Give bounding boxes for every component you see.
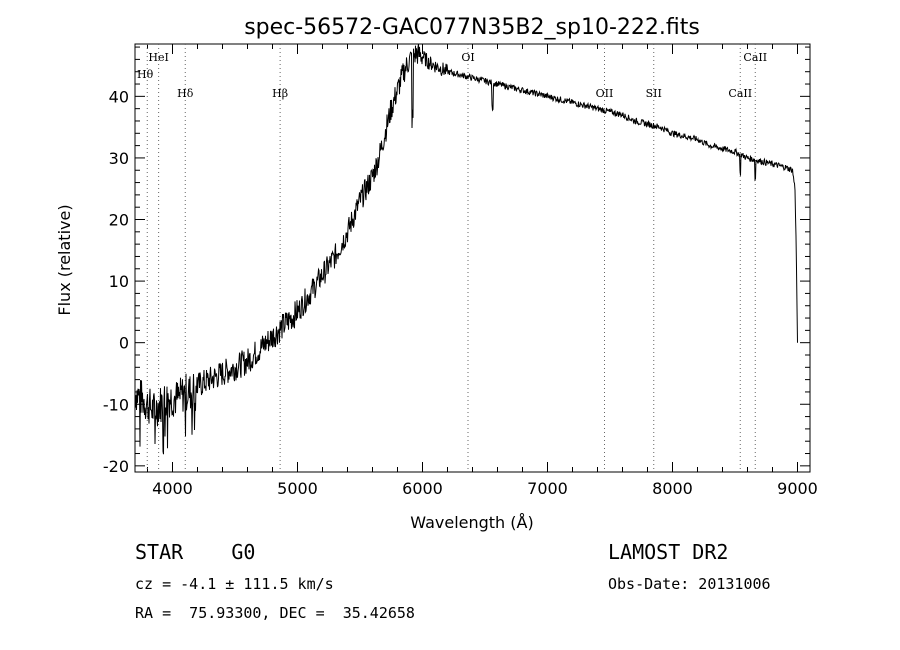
spectral-line-label: Hβ (272, 87, 288, 100)
x-tick-label: 4000 (152, 479, 193, 498)
x-tick-label: 7000 (527, 479, 568, 498)
spectral-line-label: HeI (148, 51, 168, 64)
obs-date: Obs-Date: 20131006 (608, 575, 771, 593)
plot-frame (134, 43, 811, 473)
spectral-line-label: OI (461, 51, 474, 64)
survey-name: LAMOST DR2 (608, 540, 729, 564)
spectral-line-label: Hθ (137, 68, 154, 81)
spectral-line-label: Hδ (177, 87, 194, 100)
coordinates: RA = 75.93300, DEC = 35.42658 (135, 604, 415, 622)
x-tick-label: 9000 (777, 479, 818, 498)
plot-area: 4000 5000 6000 7000 8000 9000 -20 -10 0 10 20 30 40 H… (103, 43, 818, 498)
y-axis-label: Flux (relative) (55, 204, 74, 315)
x-tick-label: 8000 (652, 479, 693, 498)
y-tick-label: 40 (109, 87, 129, 106)
spectral-line-label: SII (646, 87, 662, 100)
y-tick-label: -20 (103, 457, 129, 476)
y-tick-label: -10 (103, 395, 129, 414)
spectrum-line (134, 43, 798, 455)
y-tick-label: 30 (109, 149, 129, 168)
spectral-line-label: CaII (728, 87, 752, 100)
chart-title: spec-56572-GAC077N35B2_sp10-222.fits (244, 15, 700, 40)
x-axis-label: Wavelength (Å) (410, 513, 533, 532)
spectral-line-label: OII (596, 87, 614, 100)
x-tick-label: 5000 (277, 479, 318, 498)
spectral-line-label: CaII (743, 51, 767, 64)
y-tick-label: 0 (119, 334, 129, 353)
object-class: STAR G0 (135, 540, 256, 564)
x-tick-label: 6000 (402, 479, 443, 498)
redshift-info: cz = -4.1 ± 111.5 km/s (135, 575, 334, 593)
y-tick-label: 10 (109, 272, 129, 291)
y-tick-label: 20 (109, 211, 129, 230)
